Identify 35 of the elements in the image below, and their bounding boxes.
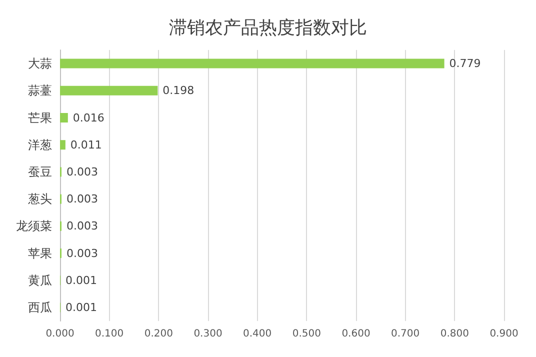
chart-title: 滞销农产品热度指数对比 [169, 18, 367, 38]
bar [60, 86, 158, 96]
x-tick-label: 0.100 [95, 328, 124, 340]
x-tick-label: 0.000 [46, 328, 74, 340]
x-tick-label: 0.800 [440, 328, 469, 340]
x-tick-label: 0.900 [490, 328, 518, 340]
y-tick-label: 葱头 [28, 192, 52, 206]
data-label: 0.016 [72, 111, 104, 124]
x-tick-label: 0.500 [292, 328, 321, 340]
data-label: 0.011 [70, 138, 102, 152]
y-tick-label: 黄瓜 [28, 273, 52, 288]
y-tick-label: 龙须菜 [16, 219, 52, 234]
data-label: 0.003 [66, 220, 98, 233]
y-tick-label: 大蒜 [28, 56, 52, 71]
data-label: 0.003 [66, 165, 98, 178]
data-label: 0.779 [449, 57, 481, 70]
x-tick-label: 0.600 [342, 328, 370, 340]
bar [60, 140, 66, 150]
data-label: 0.001 [65, 274, 97, 287]
y-tick-label: 芒果 [28, 110, 52, 125]
x-tick-label: 0.300 [194, 328, 222, 340]
data-label: 0.198 [162, 84, 194, 98]
x-tick-label: 0.400 [243, 328, 272, 340]
y-tick-label: 蚕豆 [28, 164, 52, 179]
data-label: 0.003 [66, 246, 98, 260]
y-tick-label: 苹果 [28, 246, 52, 260]
data-label: 0.001 [65, 300, 97, 314]
bar [60, 58, 444, 68]
y-tick-label: 西瓜 [28, 300, 52, 314]
x-tick-label: 0.200 [144, 328, 173, 340]
bar [60, 113, 68, 122]
y-tick-label: 蒜薹 [28, 84, 52, 98]
x-tick-label: 0.700 [391, 328, 420, 340]
data-label: 0.003 [66, 192, 98, 206]
y-tick-label: 洋葱 [28, 138, 52, 152]
